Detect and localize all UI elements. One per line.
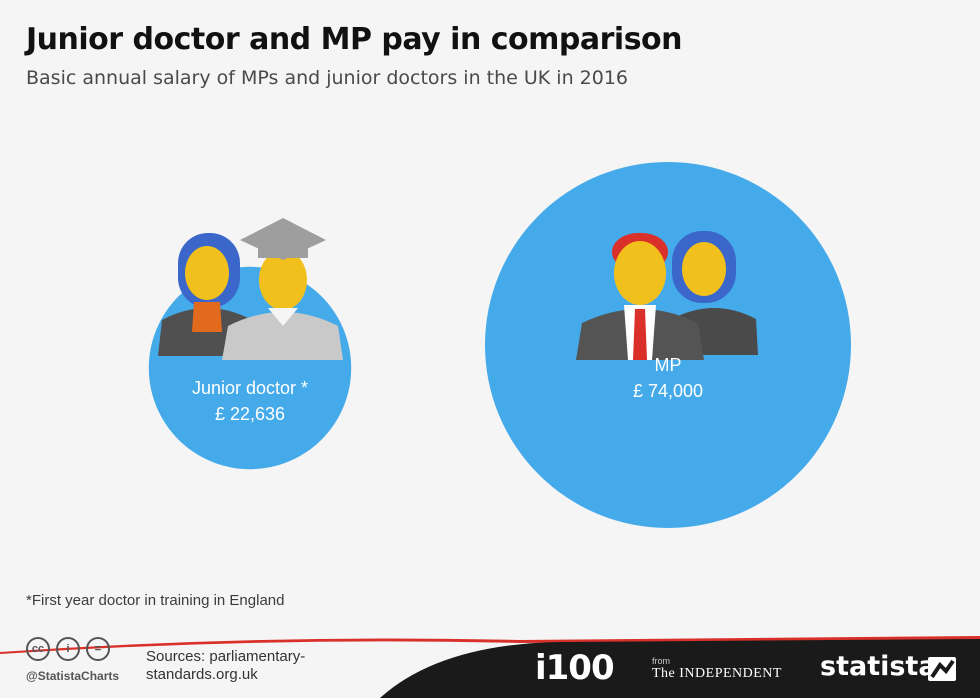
from-label: from bbox=[652, 656, 670, 666]
chart-title: Junior doctor and MP pay in comparison bbox=[26, 22, 683, 57]
tie-icon bbox=[633, 309, 647, 360]
sources-text: Sources: parliamentary-standards.org.uk bbox=[146, 648, 306, 683]
chart-subtitle: Basic annual salary of MPs and junior do… bbox=[26, 67, 628, 89]
bubble-value-label: £ 22,636 bbox=[215, 404, 285, 424]
independent-logo[interactable]: The INDEPENDENT bbox=[652, 666, 782, 681]
woman-face-icon bbox=[185, 246, 229, 300]
bubble-value-label: £ 74,000 bbox=[633, 381, 703, 401]
statista-logo[interactable]: statista bbox=[820, 651, 937, 682]
bubble[interactable] bbox=[148, 266, 352, 470]
man-face-icon bbox=[259, 250, 307, 310]
woman-face-icon bbox=[682, 242, 726, 296]
by-icon[interactable]: i bbox=[56, 637, 80, 661]
bubble-chart: Junior doctor * £ 22,636 MP £ 74,000 bbox=[148, 162, 851, 528]
i100-logo[interactable]: i100 bbox=[535, 648, 615, 688]
man-collar-icon bbox=[268, 308, 298, 326]
license-icons: cc i = bbox=[26, 637, 110, 661]
woman-scarf-icon bbox=[192, 302, 222, 332]
bubble-category-label: MP bbox=[655, 355, 682, 375]
man-body-icon bbox=[222, 312, 343, 360]
cc-icon[interactable]: cc bbox=[26, 637, 50, 661]
statista-mark-icon bbox=[928, 657, 956, 681]
statista-handle[interactable]: @StatistaCharts bbox=[26, 669, 120, 683]
bubble-category-label: Junior doctor * bbox=[192, 378, 308, 398]
bubble-group-junior-doctor: Junior doctor * £ 22,636 bbox=[148, 218, 352, 470]
bubble-group-mp: MP £ 74,000 bbox=[485, 162, 851, 528]
man-face-icon bbox=[614, 241, 666, 305]
footer-bar bbox=[0, 636, 980, 698]
cap-band-icon bbox=[258, 244, 308, 258]
nd-icon[interactable]: = bbox=[86, 637, 110, 661]
footnote: *First year doctor in training in Englan… bbox=[26, 592, 285, 609]
